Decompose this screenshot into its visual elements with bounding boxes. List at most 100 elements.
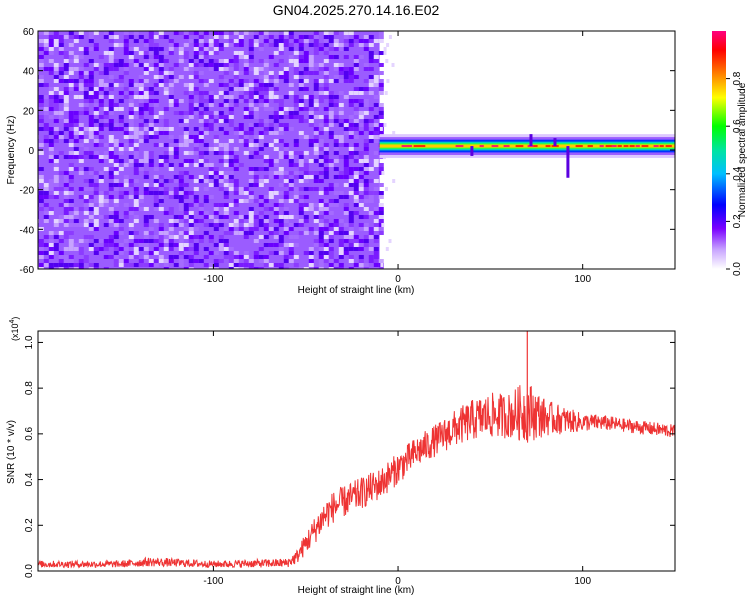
spectrogram-cell bbox=[268, 187, 274, 191]
spectrogram-cell bbox=[93, 199, 99, 203]
spectrogram-cell bbox=[113, 235, 119, 239]
spectrogram-cell bbox=[278, 111, 284, 115]
spectrogram-cell bbox=[183, 67, 189, 71]
spectrogram-cell bbox=[118, 195, 124, 199]
spectrogram-cell bbox=[283, 147, 289, 151]
spectrogram-cell bbox=[168, 67, 174, 71]
spectrogram-cell bbox=[273, 147, 279, 151]
spectrogram-cell bbox=[273, 175, 279, 179]
spectrogram-cell bbox=[133, 87, 139, 91]
spectrogram-cell bbox=[43, 51, 49, 55]
spectrogram-cell bbox=[303, 231, 309, 235]
spectrogram-cell bbox=[138, 259, 144, 263]
spectrogram-cell bbox=[88, 59, 94, 63]
spectrogram-cell bbox=[248, 179, 254, 183]
spectrogram-cell bbox=[338, 139, 344, 143]
spectrogram-cell bbox=[138, 99, 144, 103]
spectrogram-cell bbox=[303, 179, 309, 183]
spectrogram-cell bbox=[133, 155, 139, 159]
spectrogram-cell bbox=[68, 259, 74, 263]
spectrogram-cell bbox=[123, 183, 129, 187]
spectrogram-cell bbox=[278, 51, 284, 55]
spectrogram-cell bbox=[203, 175, 209, 179]
spectrogram-cell bbox=[283, 95, 289, 99]
spectrogram-cell bbox=[298, 43, 304, 47]
spectrogram-cell bbox=[358, 167, 364, 171]
spectrogram-cell bbox=[68, 115, 74, 119]
spectrogram-cell bbox=[113, 143, 119, 147]
spectrogram-cell bbox=[218, 215, 224, 219]
spectrogram-cell bbox=[263, 195, 269, 199]
spectrogram-cell bbox=[128, 111, 134, 115]
spectrogram-cell bbox=[188, 219, 194, 223]
spectrogram-cell bbox=[168, 227, 174, 231]
spectrogram-cell bbox=[168, 99, 174, 103]
spectrogram-cell bbox=[353, 63, 359, 67]
spectrogram-cell bbox=[93, 171, 99, 175]
spectrogram-cell bbox=[143, 255, 149, 259]
spectrogram-cell bbox=[108, 195, 114, 199]
spectrogram-cell bbox=[48, 159, 54, 163]
spectrogram-cell bbox=[263, 163, 269, 167]
spectrogram-cell bbox=[128, 207, 134, 211]
spectrogram-cell bbox=[313, 243, 319, 247]
spectrogram-cell bbox=[343, 119, 349, 123]
spectrogram-cell bbox=[48, 99, 54, 103]
spectrogram-cell bbox=[308, 35, 314, 39]
spectrogram-cell bbox=[103, 191, 109, 195]
spectrogram-cell bbox=[118, 263, 124, 267]
spectrogram-cell bbox=[93, 219, 99, 223]
spectrogram-cell bbox=[323, 95, 329, 99]
spectrogram-cell bbox=[73, 243, 79, 247]
spectrogram-cell bbox=[143, 263, 149, 267]
spectrogram-cell bbox=[143, 159, 149, 163]
spectrogram-cell bbox=[353, 239, 359, 243]
spectrogram-cell bbox=[48, 115, 54, 119]
spectrogram-cell bbox=[138, 107, 144, 111]
spectrogram-cell bbox=[293, 223, 299, 227]
spectrogram-cell bbox=[213, 171, 219, 175]
spectrogram-cell bbox=[43, 243, 49, 247]
spectrogram-cell bbox=[158, 159, 164, 163]
spectrogram-cell bbox=[163, 211, 169, 215]
spectrogram-cell bbox=[193, 203, 199, 207]
spectrogram-cell bbox=[278, 47, 284, 51]
spectrogram-cell bbox=[378, 167, 384, 171]
spectrogram-cell bbox=[163, 239, 169, 243]
spectrogram-cell bbox=[378, 259, 384, 263]
spectrogram-cell bbox=[123, 263, 129, 267]
spectrogram-cell bbox=[318, 239, 324, 243]
spectrogram-cell bbox=[128, 55, 134, 59]
spectrogram-cell bbox=[143, 223, 149, 227]
spectrogram-cell bbox=[93, 103, 99, 107]
spectrogram-cell bbox=[78, 47, 84, 51]
spectrogram-cell bbox=[218, 159, 224, 163]
spectrogram-cell bbox=[348, 215, 354, 219]
spectrogram-cell bbox=[163, 51, 169, 55]
spectrogram-cell bbox=[158, 227, 164, 231]
spectrogram-cell bbox=[363, 235, 369, 239]
spectrogram-cell bbox=[283, 243, 289, 247]
spectrogram-cell bbox=[163, 127, 169, 131]
spectrogram-cell bbox=[318, 215, 324, 219]
spectrogram-cell bbox=[158, 199, 164, 203]
spectrogram-cell bbox=[108, 187, 114, 191]
spectrogram-cell bbox=[73, 127, 79, 131]
spectrogram-cell bbox=[253, 227, 259, 231]
spectrogram-cell bbox=[363, 263, 369, 267]
spectrogram-cell bbox=[283, 259, 289, 263]
spectrogram-cell bbox=[63, 231, 69, 235]
spectrogram-cell bbox=[68, 31, 74, 35]
spectrogram-cell bbox=[58, 131, 64, 135]
spectrogram-cell bbox=[153, 103, 159, 107]
spectrogram-cell bbox=[218, 211, 224, 215]
spectrogram-cell bbox=[118, 251, 124, 255]
spectrogram-cell bbox=[373, 187, 379, 191]
spectrogram-cell bbox=[163, 259, 169, 263]
spectrogram-cell bbox=[238, 99, 244, 103]
spectrogram-cell bbox=[48, 263, 54, 267]
spectrogram-cell bbox=[38, 239, 44, 243]
spectrogram-cell bbox=[298, 35, 304, 39]
spectrogram-cell bbox=[208, 79, 214, 83]
spectrogram-cell bbox=[48, 59, 54, 63]
